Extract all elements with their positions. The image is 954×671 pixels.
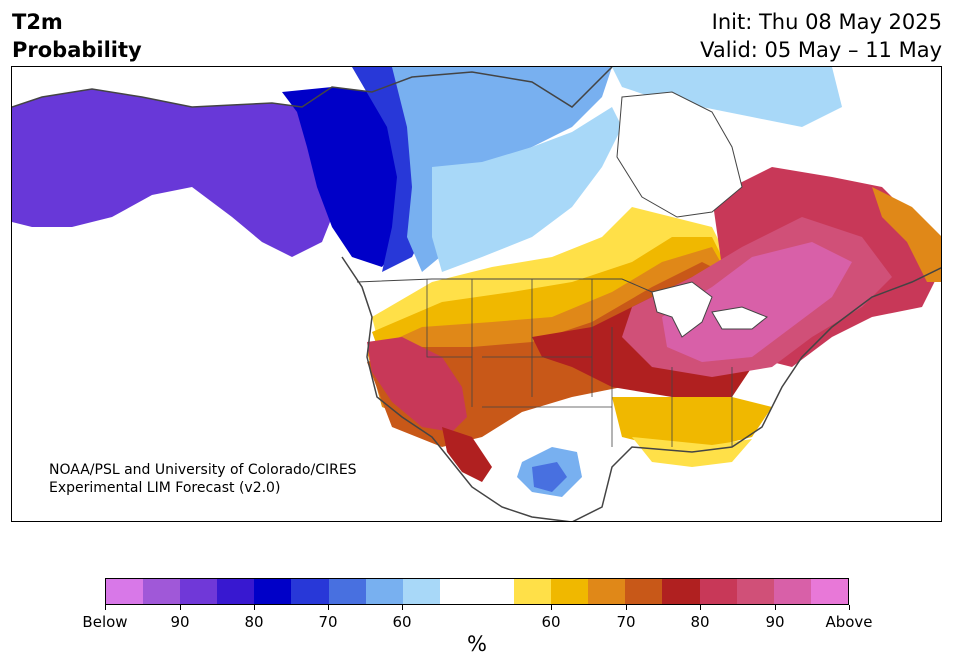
valid-range: Valid: 05 May – 11 May [700,38,942,62]
colorbar-tick-label: 60 [541,613,561,631]
colorbar-segment [143,579,181,604]
colorbar-tick-label: 80 [690,613,710,631]
credit-line-1: NOAA/PSL and University of Colorado/CIRE… [49,462,357,478]
colorbar-segment [588,579,626,604]
colorbar-segment [773,579,811,604]
great-lakes [651,281,768,338]
mexico-deep-blue [532,462,567,492]
colorbar-segment [699,579,737,604]
colorbar-tick-label: 70 [616,613,636,631]
title-line-1: T2m [12,10,63,34]
hudson-bay [616,91,743,218]
title-line-2: Probability [12,38,142,62]
canada-pale-blue [432,107,622,272]
colorbar-segment [625,579,663,604]
credit-text: NOAA/PSL and University of Colorado/CIRE… [49,461,357,497]
colorbar-segment [514,579,552,604]
colorbar-tick-mark [626,605,627,610]
colorbar-tick-mark [849,605,850,610]
southwest-crimson [367,337,467,432]
baja-red [442,427,492,482]
colorbar [105,578,849,605]
colorbar-tick-label: 80 [244,613,264,631]
great-lakes-pink [662,242,852,362]
colorbar-segment [551,579,589,604]
nw-canada-deep-blue [282,87,407,267]
colorbar-segment [180,579,218,604]
map-title: T2m Probability [12,8,142,64]
colorbar-tick-label: 90 [765,613,785,631]
colorbar-units: % [467,632,487,656]
colorbar-segment [736,579,774,604]
colorbar-segment [328,579,366,604]
coastline [12,67,941,521]
colorbar-segment [365,579,403,604]
probability-map [11,66,942,522]
alaska-region [12,89,332,257]
state-borders [426,279,733,447]
credit-line-2: Experimental LIM Forecast (v2.0) [49,480,281,496]
init-date: Init: Thu 08 May 2025 [711,10,942,34]
colorbar-segment [810,579,848,604]
forecast-dates: Init: Thu 08 May 2025 Valid: 05 May – 11… [700,8,942,64]
colorbar-tick-label: 90 [170,613,190,631]
colorbar-segment [662,579,700,604]
colorbar-segment [476,579,515,604]
colorbar-tick-mark [700,605,701,610]
colorbar-segment [439,579,477,604]
colorbar-tick-mark [551,605,552,610]
arctic-pale-blue [612,67,842,127]
colorbar-tick-label: 70 [318,613,338,631]
colorbar-segment [291,579,329,604]
colorbar-tick-mark [402,605,403,610]
colorbar-tick-mark [180,605,181,610]
map-canvas [12,67,941,521]
colorbar-segment [254,579,292,604]
colorbar-tick-label: Below [82,613,128,631]
colorbar-tick-mark [775,605,776,610]
colorbar-segment [106,579,144,604]
colorbar-tick-label: Above [825,613,873,631]
colorbar-tick-mark [254,605,255,610]
colorbar-segment [217,579,255,604]
colorbar-segment [402,579,440,604]
colorbar-tick-mark [328,605,329,610]
colorbar-tick-label: 60 [392,613,412,631]
colorbar-tick-mark [105,605,106,610]
east-canada-orange [872,187,941,282]
